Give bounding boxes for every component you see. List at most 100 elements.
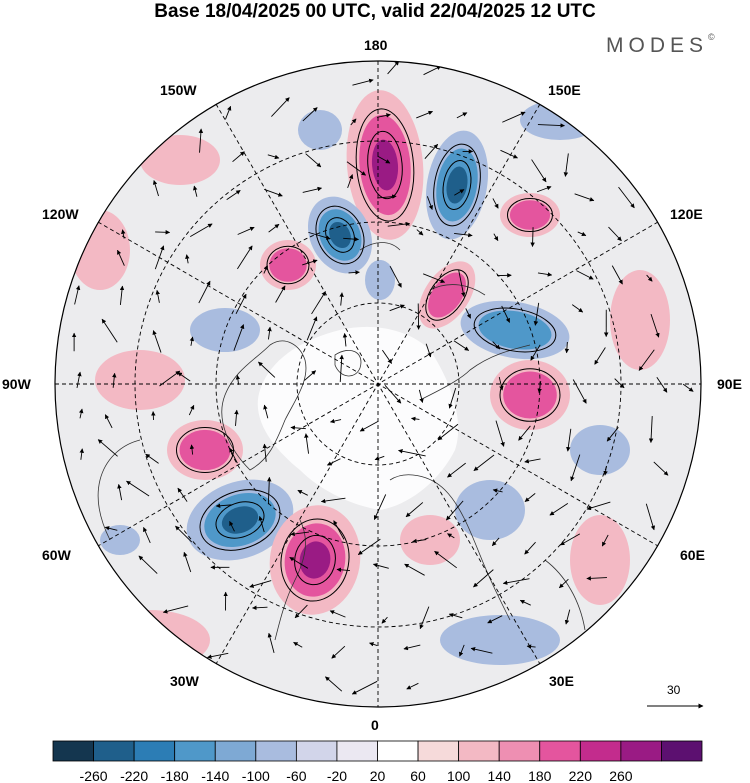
map-field xyxy=(55,61,701,707)
wind-arrow xyxy=(465,308,471,319)
wind-arrow xyxy=(297,489,308,496)
wind-arrow xyxy=(574,193,595,202)
wind-arrow xyxy=(533,302,540,326)
wind-arrow xyxy=(377,155,391,164)
wind-arrow xyxy=(572,379,587,404)
positive-anomaly xyxy=(70,210,130,290)
wind-arrow xyxy=(381,349,393,364)
wind-arrow xyxy=(348,270,360,275)
wind-arrow xyxy=(618,186,635,209)
lon-label-30w: 30W xyxy=(170,673,199,689)
colorbar-swatch xyxy=(255,740,297,762)
coastlines xyxy=(97,242,586,641)
wind-arrow xyxy=(263,404,269,419)
wind-arrow xyxy=(331,645,346,659)
wind-arrow xyxy=(185,254,190,264)
wind-arrow xyxy=(498,376,504,391)
colorbar-swatch xyxy=(377,740,419,762)
colorbar-swatch xyxy=(174,740,216,762)
wind-arrow xyxy=(502,578,530,585)
wind-arrow xyxy=(117,249,125,266)
colorbar-swatch xyxy=(214,740,257,762)
colorbar-tick-label: -20 xyxy=(327,768,347,783)
wind-arrow xyxy=(143,527,151,544)
colorbar-tick-label: 220 xyxy=(569,768,593,783)
wind-arrow xyxy=(155,289,160,303)
wind-arrow xyxy=(419,606,430,630)
wind-arrow xyxy=(405,502,424,518)
wind-arrow xyxy=(308,231,331,240)
wind-arrow xyxy=(558,578,569,589)
negative-anomaly xyxy=(100,525,140,555)
wind-arrow xyxy=(79,448,84,460)
wind-arrow xyxy=(159,370,181,387)
wind-arrow xyxy=(376,113,391,118)
wind-arrow xyxy=(524,493,536,502)
positive-anomaly xyxy=(371,139,399,191)
wind-arrow xyxy=(422,273,446,283)
wind-arrow xyxy=(252,605,268,611)
wind-arrow xyxy=(531,159,547,183)
lon-label-150e: 150E xyxy=(548,82,581,98)
wind-arrow xyxy=(304,433,310,454)
wind-arrow xyxy=(601,534,609,547)
contour-line xyxy=(473,307,557,353)
wind-arrow xyxy=(437,423,459,441)
wind-arrow xyxy=(189,444,195,455)
lon-label-180: 180 xyxy=(364,37,388,53)
wind-arrow xyxy=(351,680,378,695)
wind-arrow xyxy=(290,425,306,430)
positive-anomaly xyxy=(509,200,551,230)
wind-arrow xyxy=(403,644,421,651)
contour-line xyxy=(280,518,350,602)
wind-arrow xyxy=(289,556,309,569)
wind-arrow xyxy=(473,454,495,472)
colorbar-tick-label: -260 xyxy=(80,768,108,783)
wind-arrow xyxy=(325,676,343,692)
wind-arrow xyxy=(576,270,594,280)
map-boundary xyxy=(54,60,702,708)
wind-arrow xyxy=(97,439,118,457)
wind-arrow xyxy=(492,341,501,350)
positive-anomaly xyxy=(610,270,670,370)
wind-arrow xyxy=(650,313,660,338)
colorbar-swatch xyxy=(52,740,94,762)
wind-arrow xyxy=(381,616,388,624)
wind-arrow xyxy=(454,232,473,238)
colorbar-swatch xyxy=(539,740,581,762)
wind-arrow xyxy=(611,265,623,285)
wind-arrow xyxy=(447,462,466,478)
wind-arrow xyxy=(563,153,569,177)
contour-line xyxy=(499,368,561,422)
wind-arrow xyxy=(330,418,342,424)
lon-label-60e: 60E xyxy=(680,547,705,563)
negative-anomaly xyxy=(298,110,342,150)
wind-arrow xyxy=(175,525,193,543)
wind-arrow xyxy=(189,336,195,346)
wind-arrow xyxy=(453,340,470,351)
wind-arrow xyxy=(487,615,503,624)
colorbar-tick-label: 140 xyxy=(488,768,512,783)
colorbar-swatch xyxy=(579,740,622,762)
lon-label-90e: 90E xyxy=(717,376,742,392)
wind-arrow xyxy=(389,265,402,288)
wind-arrow xyxy=(586,501,611,511)
wind-arrow xyxy=(263,265,268,274)
lon-label-0: 0 xyxy=(371,717,379,733)
wind-arrow xyxy=(339,354,344,382)
negative-anomaly xyxy=(329,221,351,249)
contour-line xyxy=(433,143,481,227)
colorbar-swatch xyxy=(295,740,338,762)
wind-arrow xyxy=(404,563,425,576)
wind-arrow xyxy=(377,194,397,199)
wind-arrow xyxy=(138,555,158,574)
wind-arrow xyxy=(333,520,345,540)
wind-arrow xyxy=(352,78,374,86)
lon-label-60w: 60W xyxy=(42,547,71,563)
wind-arrow xyxy=(193,185,198,197)
wind-arrow xyxy=(104,414,113,429)
negative-anomaly xyxy=(478,310,552,350)
wind-arrow xyxy=(346,161,366,176)
wind-arrow xyxy=(491,537,500,547)
wind-arrow xyxy=(232,151,245,163)
